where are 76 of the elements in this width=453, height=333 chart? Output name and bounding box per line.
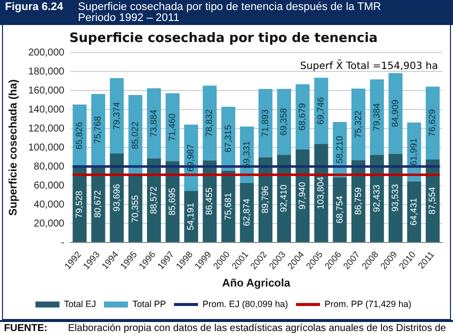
source-note: FUENTE:: [4, 323, 48, 333]
y-tick-label: 60,000: [34, 180, 65, 192]
data-label: 84,909: [390, 100, 400, 128]
data-label: 87,554: [427, 186, 438, 214]
bar: [351, 88, 366, 160]
y-tick-label: 80,000: [34, 161, 65, 172]
data-label: 78,832: [204, 109, 214, 137]
data-label: 54,191: [186, 202, 196, 230]
legend-label: Total EJ: [64, 298, 96, 309]
y-tick-label: 180,000: [28, 66, 65, 78]
data-label: 80,672: [92, 190, 103, 218]
data-label: 71,893: [260, 109, 270, 137]
y-tick-label: 40,000: [34, 199, 65, 210]
data-label: 76,629: [427, 109, 438, 137]
data-label: 69,746: [316, 97, 326, 125]
data-label: 93,696: [111, 184, 122, 212]
data-label: 79,528: [74, 190, 84, 218]
bar: [426, 86, 440, 160]
text: Superficie cosechada por tipo de tenencia después de la TMR: [78, 1, 382, 13]
annotation: Superf X̄ Total =154,903 ha: [300, 59, 438, 72]
data-label: 70,355: [130, 195, 140, 223]
data-label: 79,384: [371, 103, 382, 131]
bar: [128, 176, 142, 242]
data-label: 75,768: [92, 116, 103, 144]
legend-label: Prom. PP (71,429 ha): [324, 298, 412, 309]
data-label: 75,322: [352, 110, 363, 138]
data-label: 61,991: [408, 138, 419, 166]
data-label: 64,431: [408, 198, 419, 226]
data-label: 75,681: [222, 192, 233, 220]
y-tick-label: 200,000: [28, 47, 65, 58]
data-label: 88,572: [148, 186, 158, 214]
bar: [147, 88, 161, 158]
text: Figura 6.24: [5, 1, 64, 13]
y-tick-label: 100,000: [28, 142, 65, 154]
data-label: 65,826: [74, 122, 84, 150]
bar: [166, 93, 180, 162]
data-label: 86,759: [352, 187, 363, 215]
data-label: 85,022: [130, 122, 140, 150]
data-label: 93,533: [390, 184, 400, 212]
data-label: 92,410: [278, 184, 289, 212]
data-label: 58,210: [334, 136, 344, 164]
bar: [314, 78, 328, 144]
data-label: 67,315: [222, 124, 233, 152]
data-label: 73,884: [148, 110, 158, 138]
data-label: 62,874: [241, 198, 252, 226]
y-tick-label: 160,000: [28, 85, 65, 96]
chart-title: Superficie cosechada por tipo de tenencia: [69, 31, 378, 46]
bar: [370, 79, 384, 155]
text: Periodo 1992 – 2011: [78, 12, 180, 24]
y-tick-label: 20,000: [34, 218, 65, 230]
bar: [110, 78, 124, 154]
bar: [332, 177, 347, 242]
x-axis-title: Año Agricola: [222, 277, 292, 290]
data-label: 59,331: [241, 140, 252, 168]
data-label: 97,940: [297, 182, 308, 210]
data-label: 89,796: [260, 186, 270, 214]
y-tick-label: 140,000: [28, 104, 65, 116]
bar: [388, 73, 403, 154]
data-label: 86,455: [204, 187, 214, 215]
bar: [407, 181, 422, 242]
data-label: 79,374: [111, 102, 122, 130]
y-axis-title: Superficie cosechada (ha): [8, 79, 20, 216]
y-tick-label: 120,000: [28, 123, 65, 134]
bar: [258, 88, 272, 158]
data-label: 103,804: [316, 176, 326, 210]
data-label: 68,679: [297, 103, 308, 131]
data-label: 92,433: [371, 184, 382, 212]
legend-label: Total PP: [132, 298, 166, 309]
data-label: 69,358: [278, 108, 289, 136]
data-label: 85,695: [167, 188, 178, 216]
legend-label: Prom. EJ (80,099 ha): [202, 298, 288, 309]
data-label: 71,460: [167, 113, 178, 141]
y-tick-label: -: [61, 237, 64, 248]
text: Elaboración propia con datos de las estadísticas agrícolas anuales de los Distritos de: [68, 323, 446, 333]
data-label: 68,754: [334, 196, 344, 224]
bar: [202, 86, 217, 160]
